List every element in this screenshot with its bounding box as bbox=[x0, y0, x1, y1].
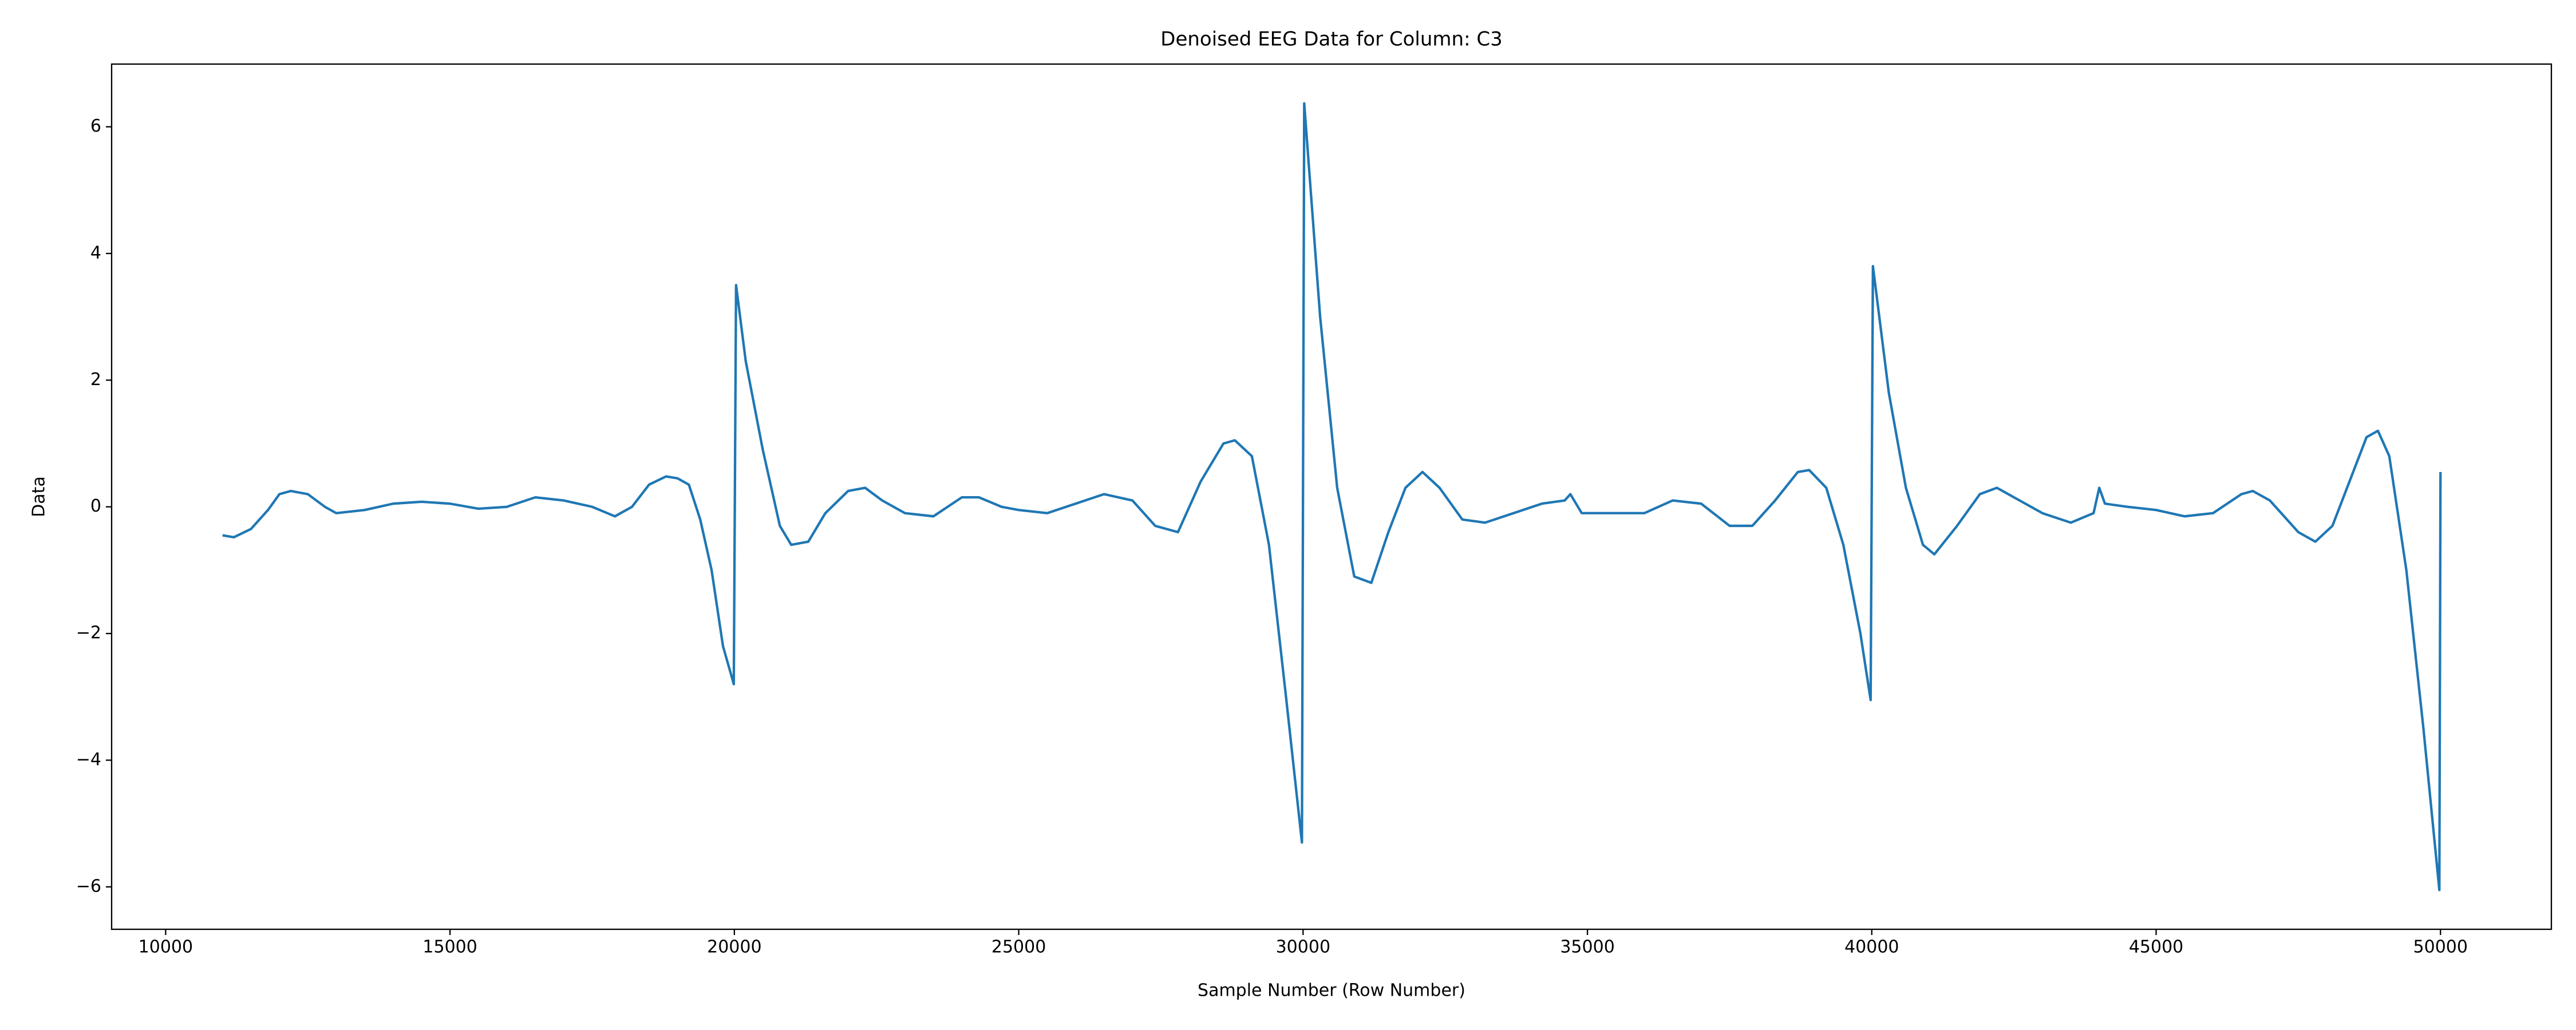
y-tick-label: 2 bbox=[90, 370, 101, 390]
y-axis-label: Data bbox=[29, 476, 49, 517]
chart-title: Denoised EEG Data for Column: C3 bbox=[1160, 28, 1502, 51]
x-tick-label: 10000 bbox=[139, 937, 193, 957]
x-tick-label: 25000 bbox=[991, 937, 1046, 957]
x-tick-label: 15000 bbox=[422, 937, 477, 957]
x-tick-label: 45000 bbox=[2129, 937, 2183, 957]
y-tick-label: −4 bbox=[76, 750, 101, 770]
x-tick-label: 50000 bbox=[2413, 937, 2468, 957]
y-tick-label: 6 bbox=[90, 116, 101, 136]
axes-frame bbox=[110, 63, 2553, 930]
x-tick-label: 30000 bbox=[1276, 937, 1330, 957]
y-tick-label: 0 bbox=[90, 496, 101, 516]
y-tick-label: −6 bbox=[76, 876, 101, 896]
x-tick-label: 20000 bbox=[707, 937, 761, 957]
x-tick-label: 35000 bbox=[1560, 937, 1614, 957]
data-line bbox=[222, 102, 2442, 892]
x-tick-label: 40000 bbox=[1844, 937, 1899, 957]
y-tick-label: 4 bbox=[90, 243, 101, 263]
y-tick-label: −2 bbox=[76, 623, 101, 643]
x-axis-label: Sample Number (Row Number) bbox=[1198, 981, 1465, 1001]
